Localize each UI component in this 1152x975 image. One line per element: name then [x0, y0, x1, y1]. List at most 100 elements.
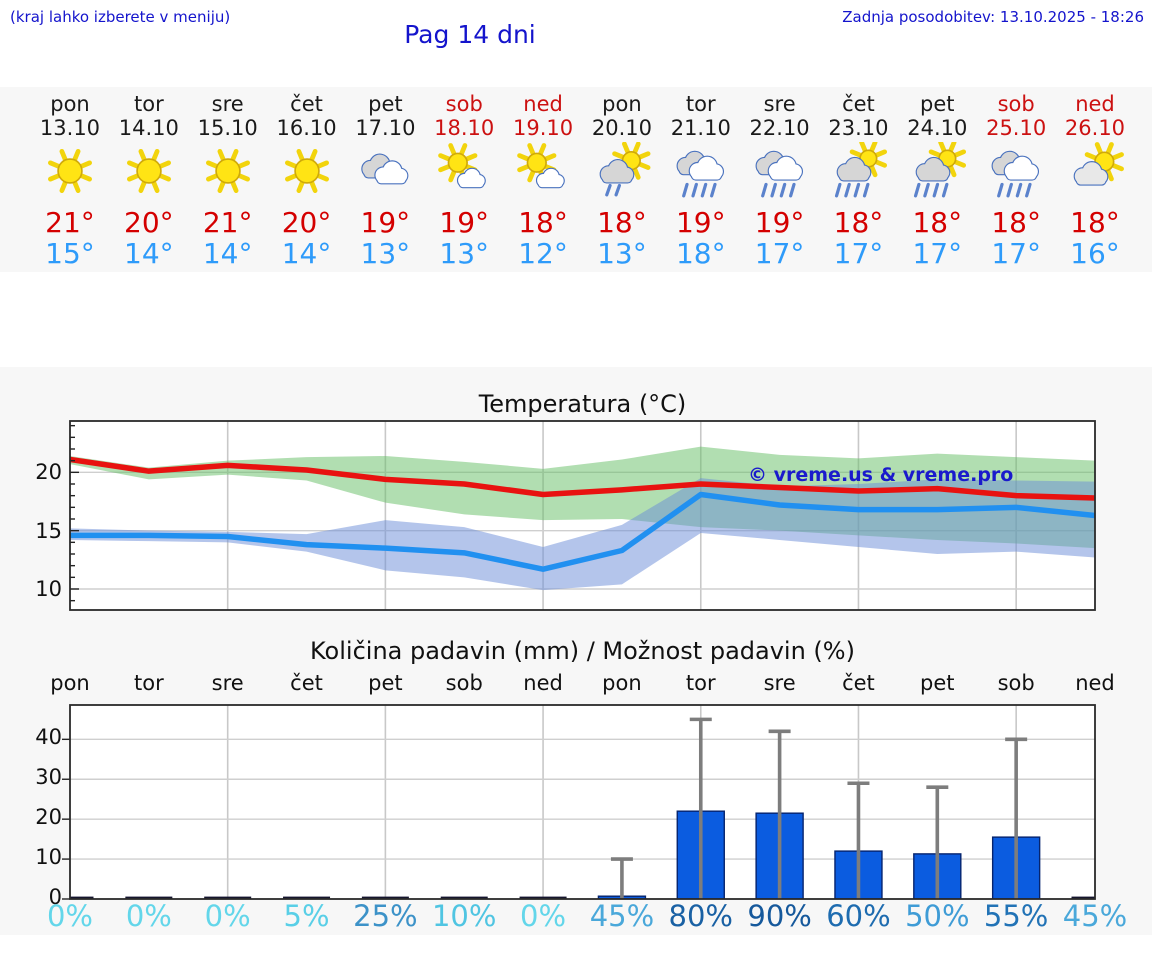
forecast-day-column: pet 24.10 18° 17°: [898, 87, 977, 272]
forecast-day-column: sob 25.10 18° 17°: [977, 87, 1056, 272]
location-menu-hint: (kraj lahko izberete v meniju): [10, 8, 231, 26]
day-min-temp: 14°: [202, 237, 253, 270]
day-min-temp: 17°: [991, 237, 1041, 270]
partly-sunny-icon: [438, 143, 493, 200]
day-name: pon: [602, 92, 642, 116]
day-max-temp: 19°: [675, 206, 726, 239]
forecast-day-column: sre 22.10 19° 17°: [740, 87, 819, 272]
precipitation-probability-label: 5%: [283, 899, 330, 933]
precipitation-day-label: čet: [842, 671, 875, 695]
day-max-temp: 20°: [281, 206, 332, 239]
precipitation-y-tick-label: 40: [35, 725, 62, 750]
cloudy-icon: [356, 142, 414, 200]
precipitation-day-label: tor: [133, 671, 164, 695]
temperature-chart: [69, 420, 1096, 611]
day-max-temp: 21°: [202, 206, 253, 239]
day-name: tor: [685, 92, 716, 116]
day-name: čet: [842, 92, 875, 116]
sunny-icon: [205, 149, 250, 193]
day-name: sre: [763, 92, 796, 116]
precipitation-day-label: sob: [997, 671, 1035, 695]
day-min-temp: 13°: [360, 237, 411, 270]
precipitation-probability-label: 0%: [125, 899, 172, 933]
day-min-temp: 17°: [833, 237, 884, 270]
day-name: ned: [1075, 92, 1115, 116]
day-date: 25.10: [986, 116, 1047, 140]
precipitation-probability-label: 45%: [1062, 899, 1128, 933]
precipitation-day-label: pet: [920, 671, 955, 695]
precipitation-day-label: sob: [445, 671, 483, 695]
day-max-temp: 20°: [124, 206, 174, 239]
precipitation-probability-label: 90%: [747, 899, 812, 933]
day-name: pet: [920, 92, 955, 116]
day-name: čet: [290, 92, 323, 116]
precipitation-chart-title: Količina padavin (mm) / Možnost padavin …: [310, 637, 855, 665]
day-date: 24.10: [907, 116, 968, 140]
day-name: sob: [445, 92, 483, 116]
day-name: pet: [368, 92, 403, 116]
day-min-temp: 12°: [518, 237, 568, 270]
forecast-day-column: pet 17.10 19° 13°: [346, 87, 425, 272]
day-min-temp: 18°: [675, 237, 726, 270]
precipitation-probability-label: 0%: [204, 899, 251, 933]
day-max-temp: 19°: [360, 206, 411, 239]
day-date: 19.10: [513, 116, 574, 140]
day-min-temp: 17°: [754, 237, 805, 270]
watermark: © vreme.us & vreme.pro: [748, 464, 1014, 486]
forecast-strip-background: [0, 87, 1152, 272]
forecast-day-column: čet 23.10 18° 17°: [819, 87, 898, 272]
day-max-temp: 19°: [439, 206, 490, 239]
forecast-day-column: pon 13.10 21° 15°: [31, 87, 110, 272]
day-min-temp: 16°: [1070, 237, 1120, 270]
forecast-day-column: čet 16.10 20° 14°: [267, 87, 346, 272]
day-max-temp: 18°: [833, 206, 884, 239]
day-min-temp: 15°: [45, 237, 95, 270]
sun-rain-icon: [914, 142, 967, 198]
precipitation-day-label: tor: [685, 671, 716, 695]
day-max-temp: 18°: [991, 206, 1041, 239]
precipitation-probability-label: 55%: [983, 899, 1049, 933]
day-max-temp: 18°: [1070, 206, 1120, 239]
forecast-day-column: ned 26.10 18° 16°: [1056, 87, 1135, 272]
day-max-temp: 21°: [45, 206, 95, 239]
day-max-temp: 18°: [912, 206, 963, 239]
forecast-day-column: tor 14.10 20° 14°: [109, 87, 188, 272]
precipitation-y-tick-label: 10: [35, 845, 62, 870]
day-name: tor: [133, 92, 164, 116]
forecast-day-column: sre 15.10 21° 14°: [188, 87, 267, 272]
precipitation-day-label: pon: [50, 671, 90, 695]
last-update-text: Zadnja posodobitev: 13.10.2025 - 18:26: [842, 8, 1144, 26]
forecast-day-column: ned 19.10 18° 12°: [504, 87, 583, 272]
day-min-temp: 17°: [912, 237, 963, 270]
rain-icon: [751, 142, 809, 198]
day-min-temp: 14°: [281, 237, 332, 270]
day-name: sre: [211, 92, 244, 116]
rain-icon: [672, 142, 730, 198]
day-date: 23.10: [828, 116, 889, 140]
day-max-temp: 18°: [518, 206, 568, 239]
day-date: 15.10: [197, 116, 258, 140]
precipitation-day-label: čet: [290, 671, 323, 695]
sunny-icon: [47, 149, 92, 193]
day-date: 16.10: [276, 116, 337, 140]
day-date: 13.10: [39, 116, 101, 140]
sun-light-rain-icon: [593, 142, 651, 197]
precipitation-day-label: sre: [763, 671, 796, 695]
precipitation-probability-label: 25%: [353, 899, 418, 933]
precipitation-day-label: sre: [211, 671, 244, 695]
precipitation-day-label: pon: [602, 671, 642, 695]
precipitation-probability-label: 45%: [589, 899, 655, 933]
day-min-temp: 13°: [439, 237, 490, 270]
precipitation-day-label: pet: [368, 671, 403, 695]
sun-rain-icon: [835, 142, 888, 198]
day-max-temp: 19°: [754, 206, 805, 239]
temperature-y-tick-label: 15: [35, 518, 62, 543]
day-max-temp: 18°: [597, 206, 647, 239]
day-name: pon: [50, 92, 90, 116]
day-date: 20.10: [591, 116, 652, 140]
precipitation-probability-label: 0%: [520, 899, 567, 933]
page-title: Pag 14 dni: [404, 20, 536, 49]
precipitation-probability-label: 10%: [431, 899, 497, 933]
precipitation-probability-label: 50%: [905, 899, 970, 933]
day-name: sob: [997, 92, 1035, 116]
